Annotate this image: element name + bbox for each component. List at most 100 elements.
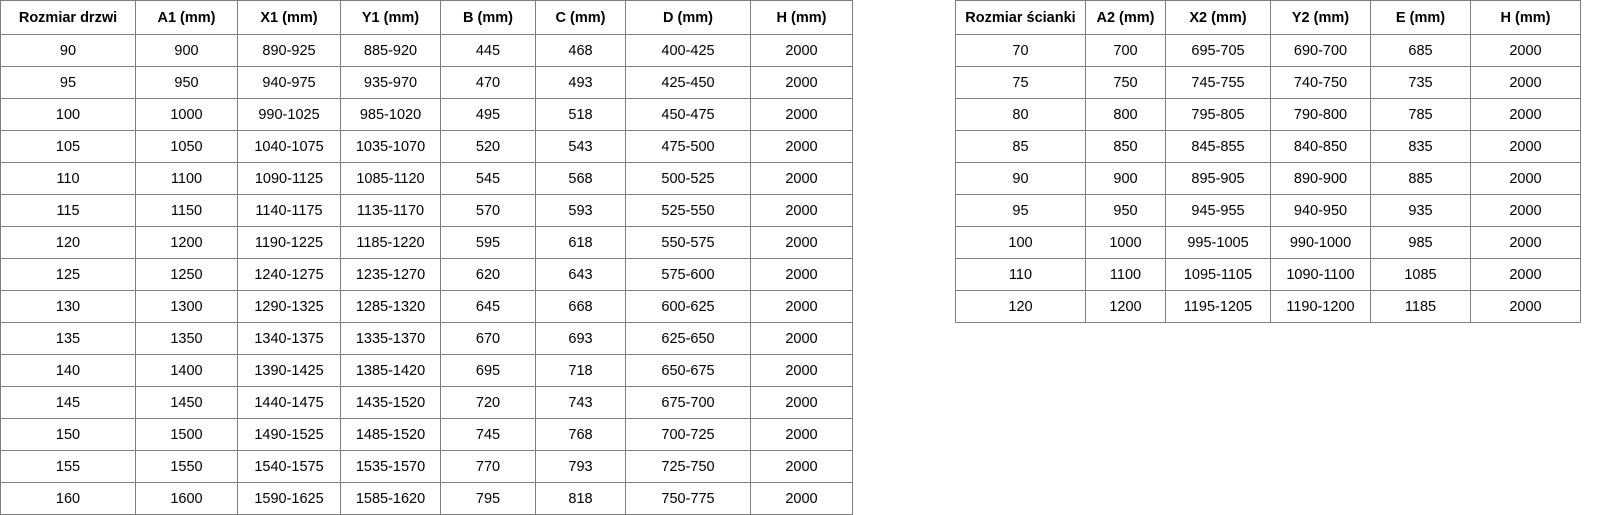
- table-cell: 2000: [750, 386, 853, 419]
- table-cell: 100: [955, 226, 1086, 259]
- table-cell: 895-905: [1165, 162, 1271, 195]
- table-row: 95 950 945-955 940-950 935 2000: [955, 194, 1581, 227]
- table-cell: 650-675: [625, 354, 751, 387]
- table-cell: 950: [1085, 194, 1166, 227]
- table-cell: 670: [440, 322, 536, 355]
- table-cell: 1185: [1370, 290, 1471, 323]
- table-row: 90 900 895-905 890-900 885 2000: [955, 162, 1581, 195]
- table-cell: 1150: [135, 194, 238, 227]
- table-row: 105 1050 1040-1075 1035-1070 520 543 475-500 20…: [0, 130, 853, 163]
- table-cell: 525-550: [625, 194, 751, 227]
- table-cell: 545: [440, 162, 536, 195]
- table-cell: 2000: [750, 130, 853, 163]
- table-cell: 1400: [135, 354, 238, 387]
- table-row: 95 950 940-975 935-970 470 493 425-450 2000: [0, 66, 853, 99]
- table-cell: 743: [535, 386, 626, 419]
- table-cell: 935: [1370, 194, 1471, 227]
- wall-table-container: Rozmiar ścianki A2 (mm) X2 (mm) Y2 (mm) E (m…: [955, 0, 1581, 323]
- table-cell: 1050: [135, 130, 238, 163]
- table-cell: 493: [535, 66, 626, 99]
- table-row: 120 1200 1195-1205 1190-1200 1185 2000: [955, 290, 1581, 323]
- table-cell: 1585-1620: [340, 482, 441, 515]
- table-cell: 890-925: [237, 34, 341, 67]
- table-cell: 750-775: [625, 482, 751, 515]
- doors-table-head: Rozmiar drzwi A1 (mm) X1 (mm) Y1 (mm) B (mm)…: [0, 0, 853, 35]
- table-cell: 850: [1085, 130, 1166, 163]
- table-cell: 95: [955, 194, 1086, 227]
- table-cell: 1085-1120: [340, 162, 441, 195]
- table-cell: 668: [535, 290, 626, 323]
- table-cell: 1435-1520: [340, 386, 441, 419]
- table-row: 125 1250 1240-1275 1235-1270 620 643 575-600 20…: [0, 258, 853, 291]
- table-cell: 400-425: [625, 34, 751, 67]
- table-cell: 643: [535, 258, 626, 291]
- table-cell: 1100: [1085, 258, 1166, 291]
- table-cell: 675-700: [625, 386, 751, 419]
- table-cell: 95: [0, 66, 136, 99]
- table-cell: 625-650: [625, 322, 751, 355]
- table-cell: 1450: [135, 386, 238, 419]
- table-cell: 795: [440, 482, 536, 515]
- table-cell: 468: [535, 34, 626, 67]
- table-row: 70 700 695-705 690-700 685 2000: [955, 34, 1581, 67]
- table-cell: 1535-1570: [340, 450, 441, 483]
- wall-table-body: 70 700 695-705 690-700 685 2000 75 750 745-755 74…: [955, 34, 1581, 323]
- table-cell: 2000: [750, 418, 853, 451]
- table-cell: 2000: [750, 290, 853, 323]
- table-cell: 700-725: [625, 418, 751, 451]
- table-cell: 1440-1475: [237, 386, 341, 419]
- table-cell: 575-600: [625, 258, 751, 291]
- table-cell: 845-855: [1165, 130, 1271, 163]
- table-cell: 835: [1370, 130, 1471, 163]
- table-cell: 2000: [1470, 98, 1581, 131]
- table-cell: 2000: [750, 482, 853, 515]
- table-row: 145 1450 1440-1475 1435-1520 720 743 675-700 20…: [0, 386, 853, 419]
- table-cell: 745: [440, 418, 536, 451]
- table-cell: 2000: [750, 162, 853, 195]
- table-cell: 500-525: [625, 162, 751, 195]
- wall-column-header: Y2 (mm): [1270, 0, 1371, 35]
- table-cell: 1550: [135, 450, 238, 483]
- table-cell: 90: [0, 34, 136, 67]
- table-cell: 718: [535, 354, 626, 387]
- doors-header-row: Rozmiar drzwi A1 (mm) X1 (mm) Y1 (mm) B (mm)…: [0, 0, 853, 35]
- wall-column-header: H (mm): [1470, 0, 1581, 35]
- table-cell: 543: [535, 130, 626, 163]
- table-cell: 800: [1085, 98, 1166, 131]
- table-cell: 1300: [135, 290, 238, 323]
- table-cell: 2000: [750, 450, 853, 483]
- table-cell: 2000: [750, 194, 853, 227]
- doors-column-header: Rozmiar drzwi: [0, 0, 136, 35]
- table-cell: 85: [955, 130, 1086, 163]
- doors-column-header: X1 (mm): [237, 0, 341, 35]
- doors-column-header: H (mm): [750, 0, 853, 35]
- table-cell: 2000: [1470, 258, 1581, 291]
- table-row: 150 1500 1490-1525 1485-1520 745 768 700-725 20…: [0, 418, 853, 451]
- table-cell: 840-850: [1270, 130, 1371, 163]
- table-cell: 115: [0, 194, 136, 227]
- table-row: 155 1550 1540-1575 1535-1570 770 793 725-750 20…: [0, 450, 853, 483]
- table-cell: 160: [0, 482, 136, 515]
- table-cell: 620: [440, 258, 536, 291]
- table-cell: 695: [440, 354, 536, 387]
- table-cell: 425-450: [625, 66, 751, 99]
- table-cell: 110: [955, 258, 1086, 291]
- wall-column-header: X2 (mm): [1165, 0, 1271, 35]
- table-cell: 70: [955, 34, 1086, 67]
- table-cell: 570: [440, 194, 536, 227]
- table-cell: 595: [440, 226, 536, 259]
- table-cell: 900: [135, 34, 238, 67]
- table-cell: 935-970: [340, 66, 441, 99]
- table-cell: 818: [535, 482, 626, 515]
- table-cell: 785: [1370, 98, 1471, 131]
- doors-table-body: 90 900 890-925 885-920 445 468 400-425 2000 95 95…: [0, 34, 853, 515]
- table-cell: 1140-1175: [237, 194, 341, 227]
- table-cell: 2000: [750, 34, 853, 67]
- table-cell: 1335-1370: [340, 322, 441, 355]
- table-row: 100 1000 990-1025 985-1020 495 518 450-475 2000: [0, 98, 853, 131]
- table-cell: 768: [535, 418, 626, 451]
- wall-header-row: Rozmiar ścianki A2 (mm) X2 (mm) Y2 (mm) E (m…: [955, 0, 1581, 35]
- table-row: 135 1350 1340-1375 1335-1370 670 693 625-650 20…: [0, 322, 853, 355]
- table-cell: 2000: [1470, 162, 1581, 195]
- table-cell: 2000: [1470, 66, 1581, 99]
